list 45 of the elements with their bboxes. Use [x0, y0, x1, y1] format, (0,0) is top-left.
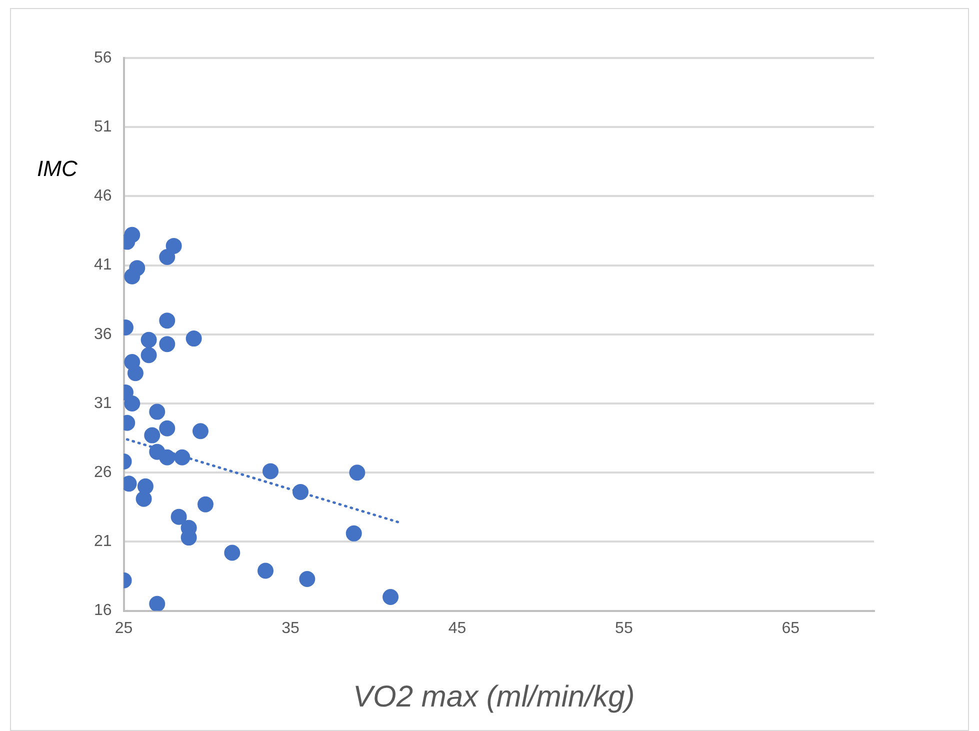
y-axis-title: IMC — [37, 156, 78, 182]
point — [197, 496, 214, 512]
x-tick-label: 65 — [782, 620, 800, 637]
point — [159, 336, 176, 352]
point — [149, 596, 166, 611]
point — [159, 249, 176, 266]
point — [166, 238, 182, 254]
point — [149, 404, 166, 420]
point — [382, 588, 399, 605]
point — [136, 490, 152, 507]
y-tick-label: 31 — [94, 394, 112, 412]
point — [124, 268, 140, 284]
point — [192, 423, 208, 440]
y-tick-label: 41 — [94, 256, 112, 274]
point — [170, 508, 187, 525]
x-axis-title: VO2 max (ml/min/kg) — [353, 680, 635, 714]
y-tick-label: 16 — [94, 602, 112, 620]
x-tick-label: 35 — [282, 620, 300, 637]
point — [124, 396, 140, 412]
point — [224, 544, 240, 561]
point — [144, 427, 160, 444]
x-tick-label: 45 — [448, 620, 466, 637]
point — [262, 463, 279, 480]
y-tick-label: 36 — [94, 326, 112, 343]
point — [124, 226, 140, 243]
point — [159, 420, 176, 436]
y-tick-label: 21 — [94, 533, 112, 550]
point — [292, 484, 309, 500]
y-tick-label: 46 — [94, 188, 112, 205]
x-tick-label: 25 — [114, 620, 133, 637]
point — [127, 365, 144, 382]
y-tick-label: 26 — [94, 464, 112, 482]
point — [186, 330, 202, 347]
point — [174, 449, 190, 466]
y-tick-label: 56 — [94, 49, 112, 66]
x-tick-label: 55 — [615, 620, 633, 637]
point — [258, 562, 274, 579]
point — [140, 332, 157, 348]
point — [349, 464, 366, 481]
point — [140, 347, 157, 364]
point — [299, 571, 316, 588]
point — [159, 312, 176, 329]
point — [346, 525, 362, 542]
point — [159, 449, 176, 466]
y-tick-label: 51 — [94, 118, 112, 136]
